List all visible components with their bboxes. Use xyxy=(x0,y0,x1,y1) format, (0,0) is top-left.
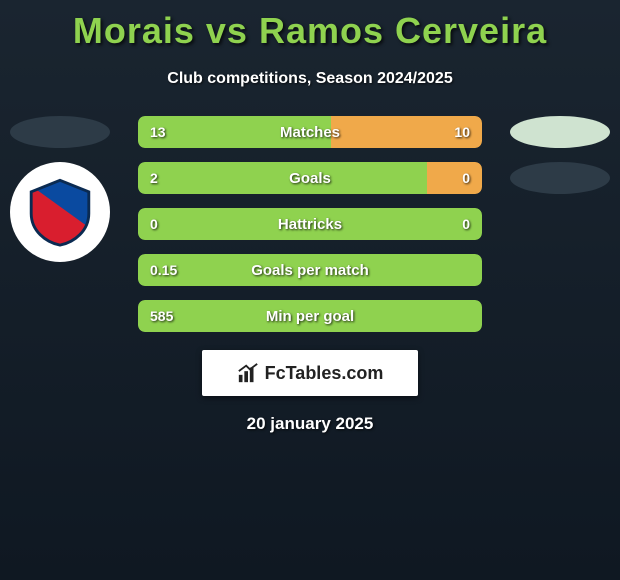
left-player-avatar-placeholder xyxy=(10,116,110,148)
bar-chart-icon xyxy=(237,362,259,384)
stat-label: Matches xyxy=(138,116,482,148)
source-logo-text: FcTables.com xyxy=(265,363,384,384)
comparison-stage: 1310Matches 20Goals 00Hattricks 0.15Goals p… xyxy=(0,116,620,332)
left-player-col xyxy=(0,116,120,262)
stat-bar: 20Goals xyxy=(138,162,482,194)
stat-label: Hattricks xyxy=(138,208,482,240)
stat-bar: 00Hattricks xyxy=(138,208,482,240)
source-logo: FcTables.com xyxy=(202,350,418,396)
right-player-avatar-placeholder xyxy=(510,116,610,148)
stat-label: Goals per match xyxy=(138,254,482,286)
shield-icon xyxy=(24,176,96,248)
stat-bar: 585Min per goal xyxy=(138,300,482,332)
subtitle: Club competitions, Season 2024/2025 xyxy=(0,70,620,88)
stat-bar: 1310Matches xyxy=(138,116,482,148)
stat-bars: 1310Matches 20Goals 00Hattricks 0.15Goals p… xyxy=(138,116,482,332)
date-label: 20 january 2025 xyxy=(0,414,620,434)
stat-label: Goals xyxy=(138,162,482,194)
stat-label: Min per goal xyxy=(138,300,482,332)
right-player-col xyxy=(500,116,620,204)
page-title: Morais vs Ramos Cerveira xyxy=(0,0,620,52)
right-team-badge-placeholder xyxy=(510,162,610,194)
left-team-badge xyxy=(10,162,110,262)
stat-bar: 0.15Goals per match xyxy=(138,254,482,286)
